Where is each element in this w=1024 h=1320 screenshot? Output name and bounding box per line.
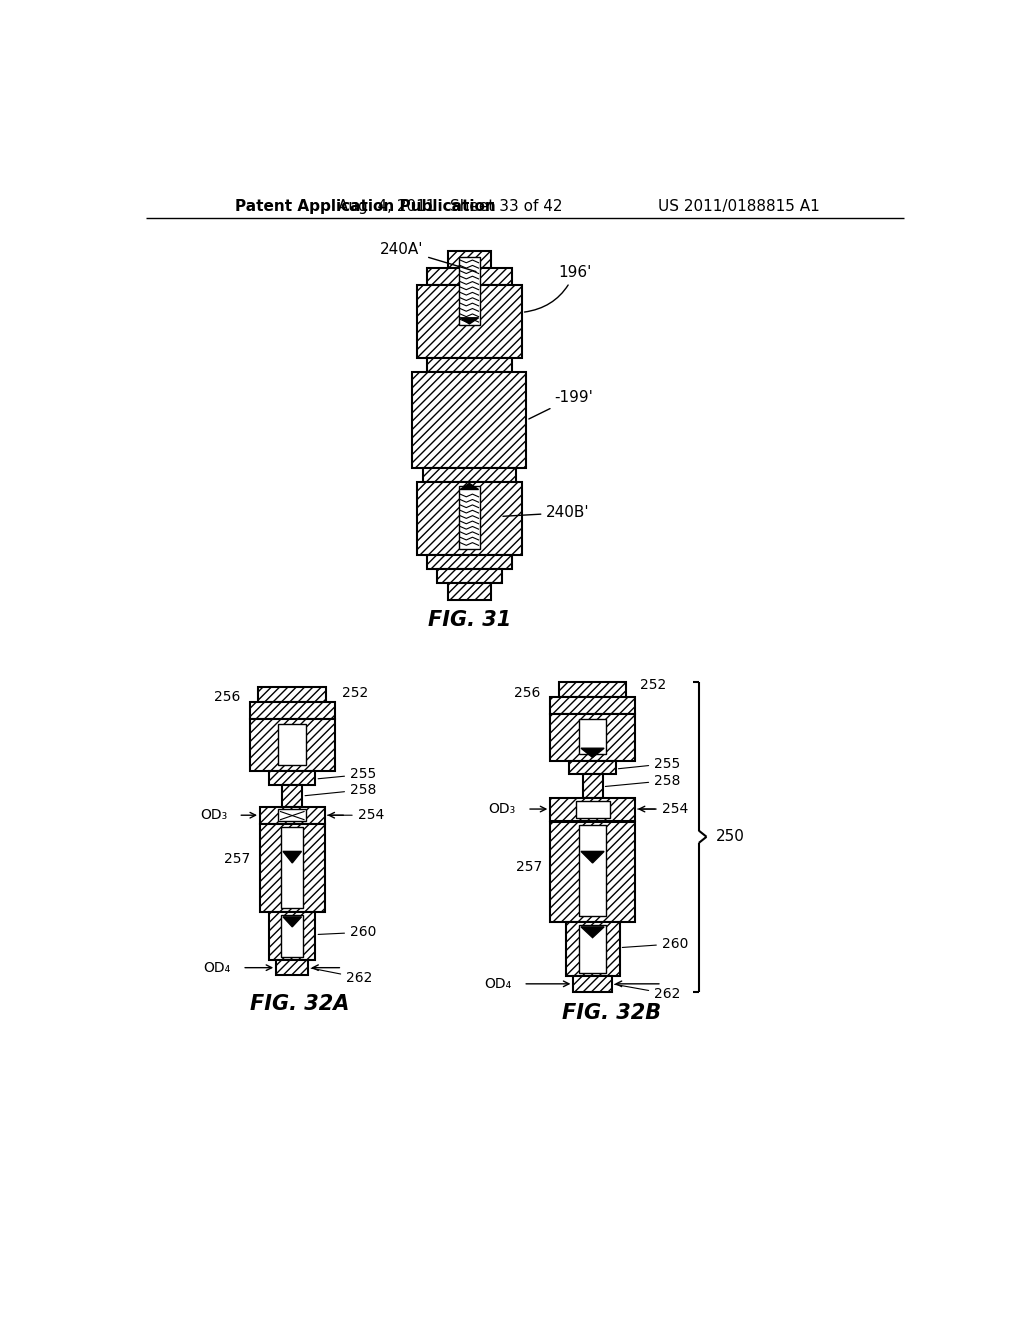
Bar xyxy=(459,257,480,325)
Bar xyxy=(437,569,502,582)
Polygon shape xyxy=(581,748,604,758)
Text: 257: 257 xyxy=(223,853,250,866)
Bar xyxy=(279,809,306,821)
Bar xyxy=(550,822,635,923)
Bar xyxy=(579,719,606,755)
Bar xyxy=(260,807,325,824)
Bar xyxy=(282,826,303,908)
Bar xyxy=(569,760,615,775)
Polygon shape xyxy=(283,851,301,863)
Text: FIG. 31: FIG. 31 xyxy=(428,610,511,631)
Bar xyxy=(447,251,490,268)
Bar xyxy=(583,775,602,797)
Bar xyxy=(559,682,627,697)
Bar xyxy=(573,977,611,991)
Bar xyxy=(417,285,521,358)
Bar xyxy=(423,469,515,482)
Bar xyxy=(459,486,480,549)
Text: 258: 258 xyxy=(305,783,377,797)
Bar xyxy=(260,824,325,912)
Text: OD₄: OD₄ xyxy=(204,961,230,974)
Text: FIG. 32B: FIG. 32B xyxy=(562,1003,662,1023)
Text: 252: 252 xyxy=(640,678,667,692)
Text: -199': -199' xyxy=(528,389,593,418)
Bar xyxy=(279,723,306,766)
Text: 252: 252 xyxy=(342,686,369,700)
Bar xyxy=(447,582,490,599)
Text: 258: 258 xyxy=(605,774,681,788)
Bar xyxy=(550,797,635,821)
Text: 255: 255 xyxy=(618,756,680,771)
Bar xyxy=(550,697,635,714)
Bar xyxy=(427,358,512,372)
Text: 240A': 240A' xyxy=(380,242,476,272)
Text: 240B': 240B' xyxy=(503,506,590,520)
Text: 255: 255 xyxy=(318,767,376,781)
Polygon shape xyxy=(460,483,478,490)
Text: 260: 260 xyxy=(318,925,377,940)
Text: Aug. 4, 2011   Sheet 33 of 42: Aug. 4, 2011 Sheet 33 of 42 xyxy=(338,198,562,214)
Bar xyxy=(276,960,308,975)
Text: Patent Application Publication: Patent Application Publication xyxy=(234,198,496,214)
Bar xyxy=(250,719,335,771)
Bar xyxy=(282,915,303,957)
Bar xyxy=(550,714,635,760)
Bar xyxy=(427,268,512,285)
Text: 256: 256 xyxy=(514,686,541,700)
Text: US 2011/0188815 A1: US 2011/0188815 A1 xyxy=(658,198,820,214)
Text: 254: 254 xyxy=(638,803,688,816)
Text: 257: 257 xyxy=(516,859,543,874)
Text: 256: 256 xyxy=(214,690,240,705)
Text: 196': 196' xyxy=(524,265,591,312)
Bar xyxy=(575,800,609,817)
Polygon shape xyxy=(460,318,478,323)
Bar xyxy=(565,923,620,977)
Bar xyxy=(427,554,512,569)
Bar xyxy=(417,482,521,554)
Bar xyxy=(258,686,326,702)
Text: 262: 262 xyxy=(614,985,681,1001)
Polygon shape xyxy=(283,917,301,927)
Bar xyxy=(269,771,315,785)
Polygon shape xyxy=(581,851,604,863)
Bar xyxy=(269,912,315,960)
Bar xyxy=(413,372,526,469)
Bar xyxy=(579,925,606,973)
Text: OD₄: OD₄ xyxy=(484,977,512,991)
Text: FIG. 32A: FIG. 32A xyxy=(250,994,349,1014)
Bar xyxy=(283,785,302,807)
Text: 262: 262 xyxy=(311,968,373,985)
Bar xyxy=(250,702,335,719)
Polygon shape xyxy=(581,927,604,937)
Text: OD₃: OD₃ xyxy=(201,808,227,822)
Text: 254: 254 xyxy=(328,808,384,822)
Bar xyxy=(579,825,606,916)
Text: OD₃: OD₃ xyxy=(488,803,515,816)
Text: 250: 250 xyxy=(716,829,744,845)
Text: 260: 260 xyxy=(623,937,688,950)
